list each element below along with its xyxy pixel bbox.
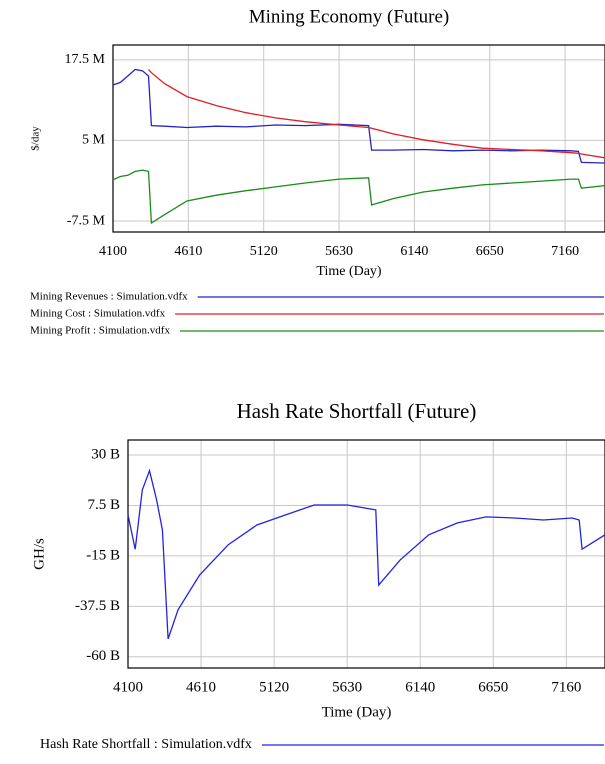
y-tick-label: 17.5 M <box>65 52 106 67</box>
y-tick-label: -15 B <box>86 547 120 563</box>
legend-label: Mining Revenues : Simulation.vdfx <box>30 291 188 303</box>
x-tick-label: 4610 <box>174 244 202 259</box>
x-tick-label: 5630 <box>332 679 362 695</box>
x-tick-label: 7160 <box>551 244 579 259</box>
plot-frame <box>112 44 605 233</box>
x-axis-label: Time (Day) <box>322 704 392 720</box>
x-tick-label: 6650 <box>476 244 504 259</box>
x-tick-label: 5120 <box>259 679 289 695</box>
x-tick-label: 6650 <box>478 679 508 695</box>
plot-frame <box>127 439 605 669</box>
x-tick-label: 6140 <box>405 679 435 695</box>
series-line <box>112 169 605 225</box>
x-tick-label: 4610 <box>186 679 216 695</box>
chart-title: Hash Rate Shortfall (Future) <box>237 399 477 423</box>
y-tick-label: -7.5 M <box>67 213 106 228</box>
y-tick-label: 30 B <box>91 446 120 462</box>
series-line <box>112 68 605 164</box>
x-tick-label: 4100 <box>113 679 143 695</box>
x-axis-label: Time (Day) <box>316 264 382 279</box>
y-tick-label: 5 M <box>82 133 106 148</box>
y-tick-label: 7.5 B <box>87 497 120 513</box>
series-line <box>127 468 605 640</box>
legend-label: Mining Profit : Simulation.vdfx <box>30 325 170 337</box>
y-tick-label: -37.5 B <box>75 598 120 614</box>
x-tick-label: 6140 <box>400 244 428 259</box>
y-axis-label: $/day <box>30 126 42 151</box>
y-tick-label: -60 B <box>86 648 120 664</box>
legend-label: Mining Cost : Simulation.vdfx <box>30 308 166 320</box>
x-tick-label: 4100 <box>99 244 127 259</box>
x-tick-label: 5120 <box>250 244 278 259</box>
x-tick-label: 5630 <box>325 244 353 259</box>
y-axis-label: GH/s <box>31 538 47 570</box>
x-tick-label: 7160 <box>551 679 581 695</box>
chart-title: Mining Economy (Future) <box>249 6 450 27</box>
series-line <box>148 69 605 159</box>
legend-label: Hash Rate Shortfall : Simulation.vdfx <box>40 737 252 752</box>
